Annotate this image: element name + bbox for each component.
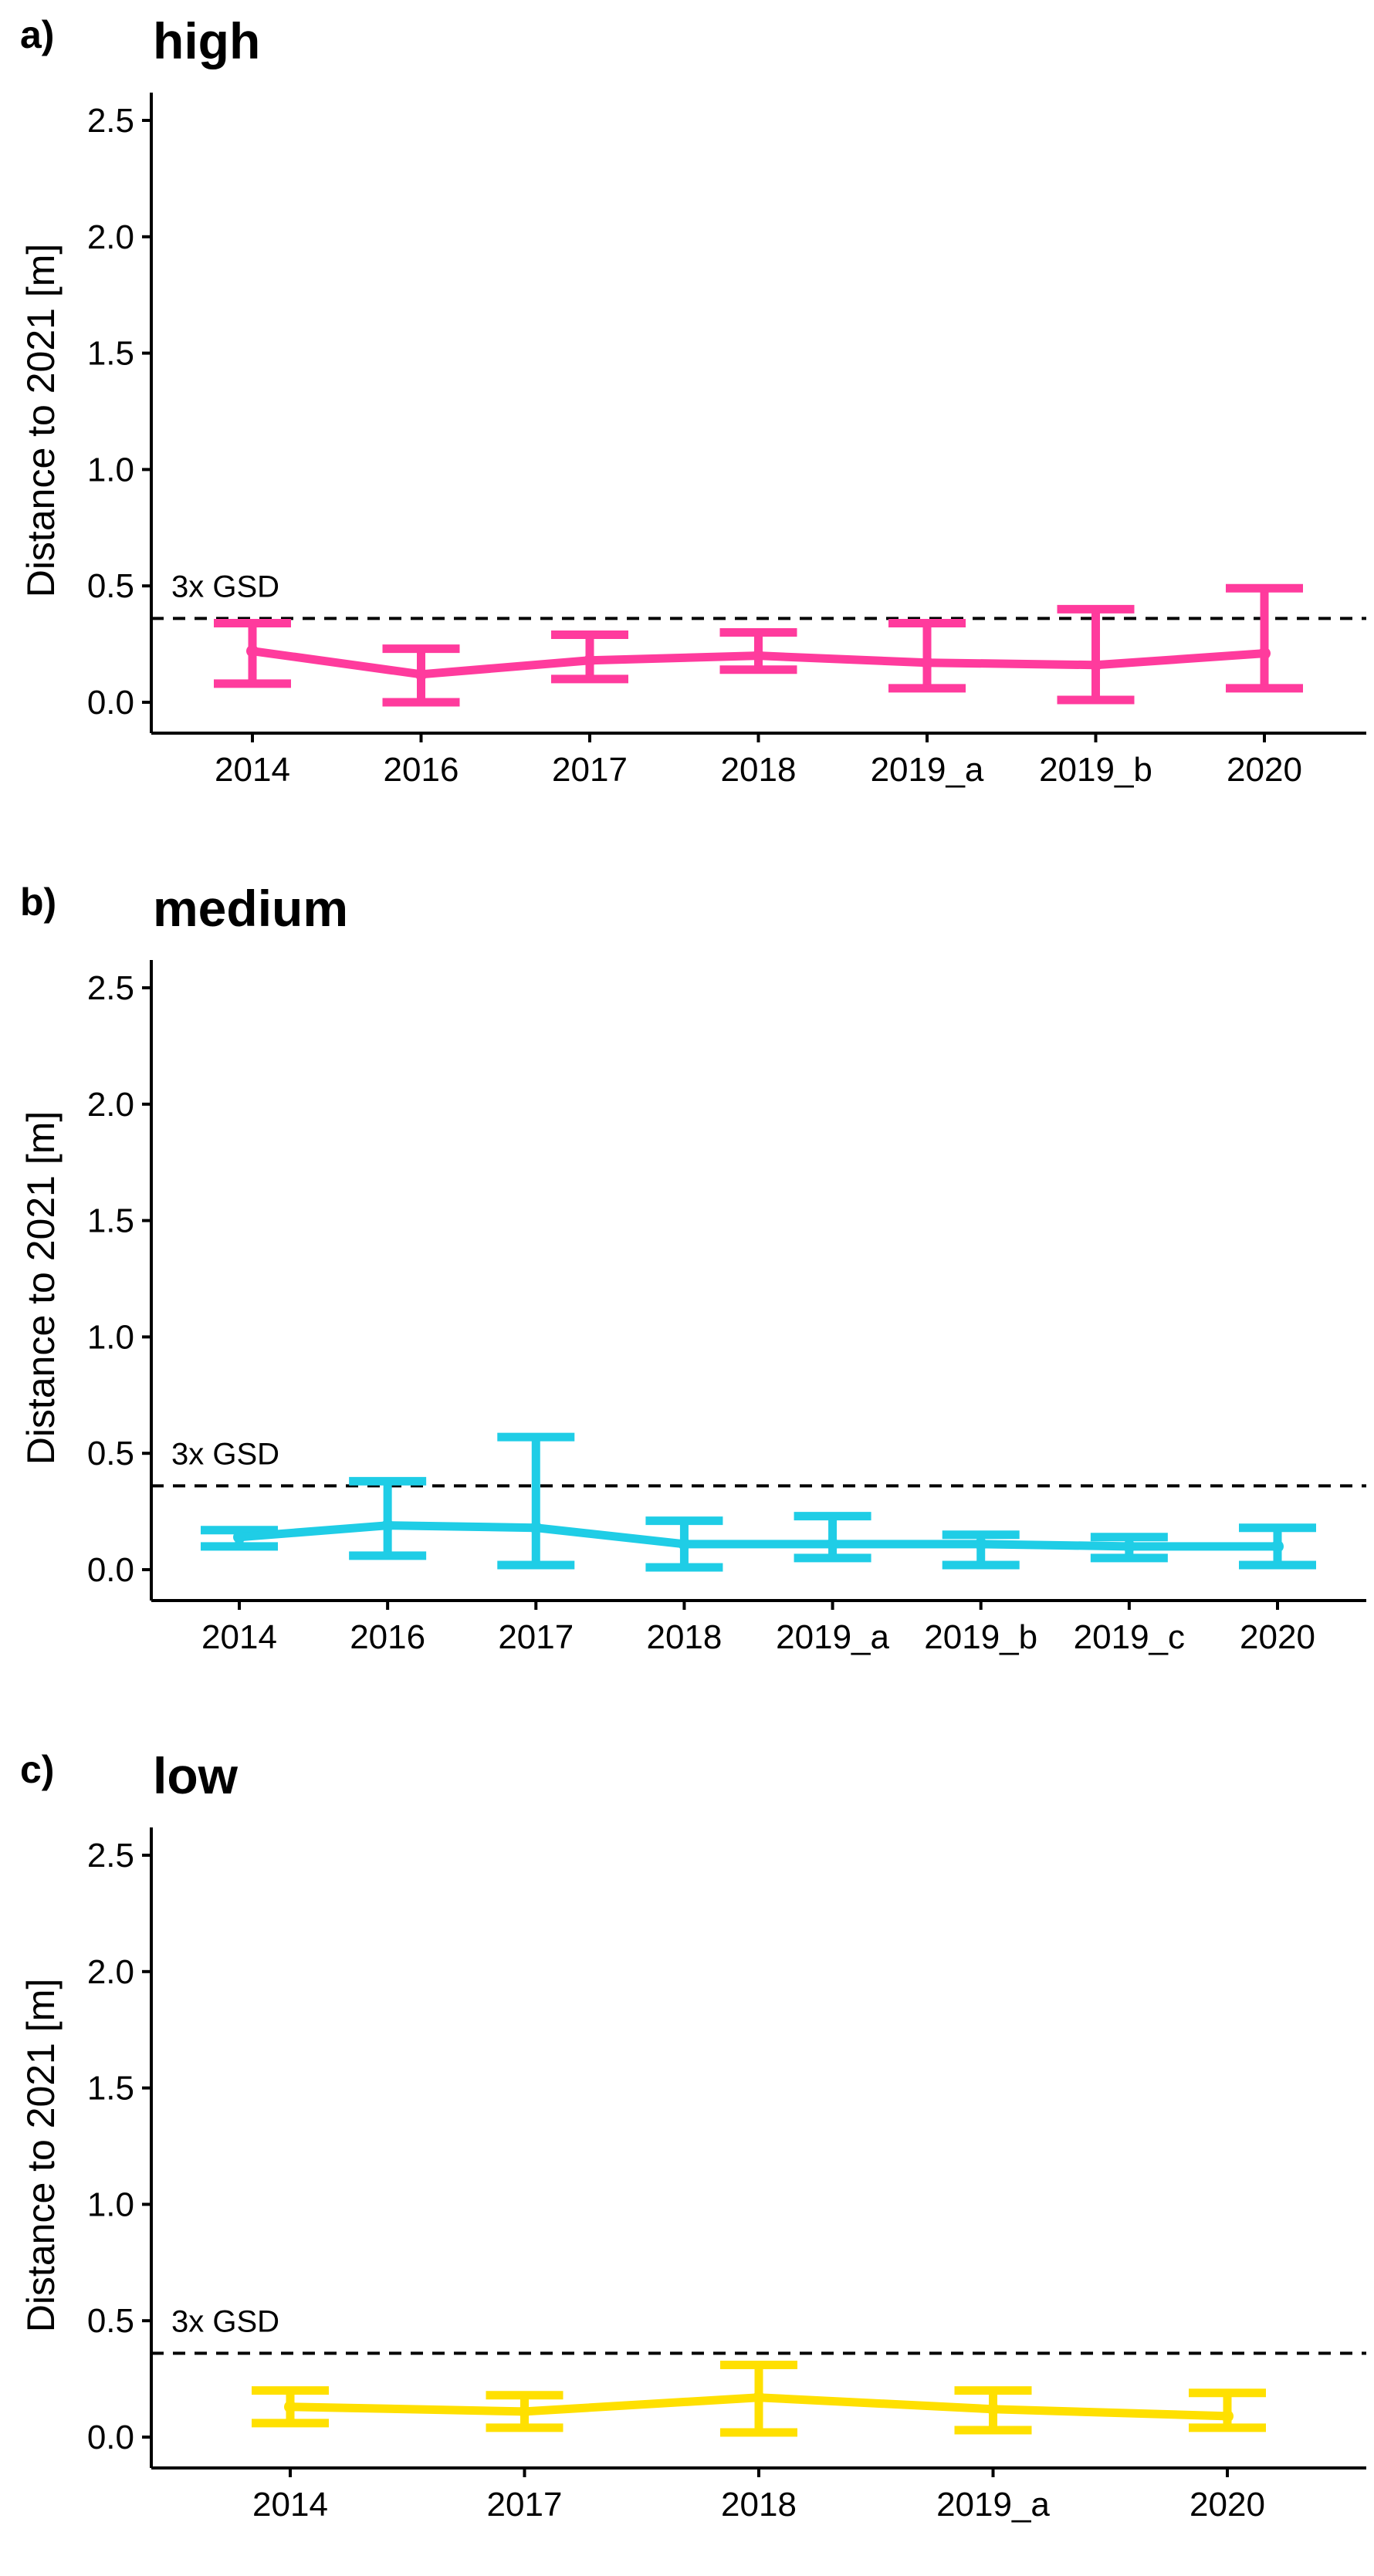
data-point [752,649,765,662]
y-tick-label: 1.5 [87,1202,134,1240]
data-point [246,644,259,658]
x-tick-label: 2018 [646,1618,722,1656]
x-tick-label: 2019_b [924,1618,1037,1656]
y-tick-label: 1.0 [87,1318,134,1356]
y-tick-label: 0.0 [87,2419,134,2456]
x-tick-label: 2014 [215,751,290,789]
data-point [381,1519,394,1532]
y-tick-label: 1.5 [87,2070,134,2108]
data-point [1271,1540,1284,1553]
x-tick-label: 2020 [1190,2486,1265,2524]
x-tick-label: 2014 [201,1618,277,1656]
y-tick-label: 2.0 [87,1086,134,1124]
error-bar [349,1476,427,1560]
panel-title: low [153,1747,239,1804]
x-tick-label: 2017 [487,2486,563,2524]
x-tick-label: 2019_c [1074,1618,1185,1656]
x-tick-label: 2019_a [871,751,984,789]
y-tick-label: 0.5 [87,1435,134,1472]
data-point [987,2402,1000,2415]
data-point [678,1537,691,1550]
panel-title: high [153,12,260,69]
error-bar [888,618,966,693]
error-bar [497,1432,575,1570]
error-bar [794,1512,871,1563]
data-point [974,1537,987,1550]
y-axis-title: Distance to 2021 [m] [19,1979,63,2333]
y-tick-label: 2.5 [87,1837,134,1875]
data-point [530,1521,543,1534]
panel-letter: c) [20,1748,54,1791]
series-line [239,1521,1278,1551]
panel-letter: b) [20,881,56,924]
data-point [1122,1540,1135,1553]
error-bar [1057,604,1135,705]
y-tick-label: 1.5 [87,335,134,373]
x-tick-label: 2019_a [936,2486,1050,2524]
x-tick-label: 2020 [1240,1618,1315,1656]
x-tick-label: 2017 [498,1618,574,1656]
reference-line-label: 3x GSD [171,570,279,603]
y-tick-label: 0.0 [87,1551,134,1589]
data-point [518,2405,531,2418]
y-axis-title: Distance to 2021 [m] [19,244,63,598]
data-point [415,668,428,681]
data-point [921,656,933,669]
x-tick-label: 2018 [721,751,797,789]
data-point [826,1537,839,1550]
panel-letter: a) [20,13,54,56]
y-tick-label: 1.0 [87,451,134,488]
y-tick-label: 2.5 [87,969,134,1007]
x-tick-label: 2020 [1227,751,1302,789]
data-point [284,2400,296,2413]
panel-high: a) high 0.0 0.5 1.0 1.5 2.0 2.5 Distance to 2021… [19,12,1366,789]
x-tick-label: 2019_a [776,1618,889,1656]
y-tick-label: 0.0 [87,684,134,722]
error-bar [1226,583,1303,693]
y-tick-label: 0.5 [87,567,134,605]
x-tick-label: 2017 [552,751,628,789]
x-tick-label: 2019_b [1039,751,1152,789]
x-tick-label: 2014 [252,2486,328,2524]
y-tick-label: 2.5 [87,102,134,140]
data-point [584,654,596,667]
reference-line-label: 3x GSD [171,2304,279,2338]
x-tick-label: 2016 [350,1618,425,1656]
y-axis-title: Distance to 2021 [m] [19,1111,63,1465]
data-point [1089,658,1102,671]
panel-title: medium [153,880,348,937]
panel-low: c) low 0.0 0.5 1.0 1.5 2.0 2.5 Distance to 2021 … [19,1747,1366,2524]
data-point [1221,2409,1234,2422]
x-tick-label: 2018 [721,2486,797,2524]
panel-medium: b) medium 0.0 0.5 1.0 1.5 2.0 2.5 Distance to 20… [19,880,1366,1656]
y-tick-label: 1.0 [87,2186,134,2223]
reference-line-label: 3x GSD [171,1437,279,1471]
data-point [1258,647,1271,660]
y-tick-label: 2.0 [87,1953,134,1991]
y-tick-label: 2.0 [87,218,134,256]
data-point [753,2391,765,2404]
y-tick-label: 0.5 [87,2302,134,2340]
data-point [233,1530,245,1543]
x-tick-label: 2016 [384,751,459,789]
